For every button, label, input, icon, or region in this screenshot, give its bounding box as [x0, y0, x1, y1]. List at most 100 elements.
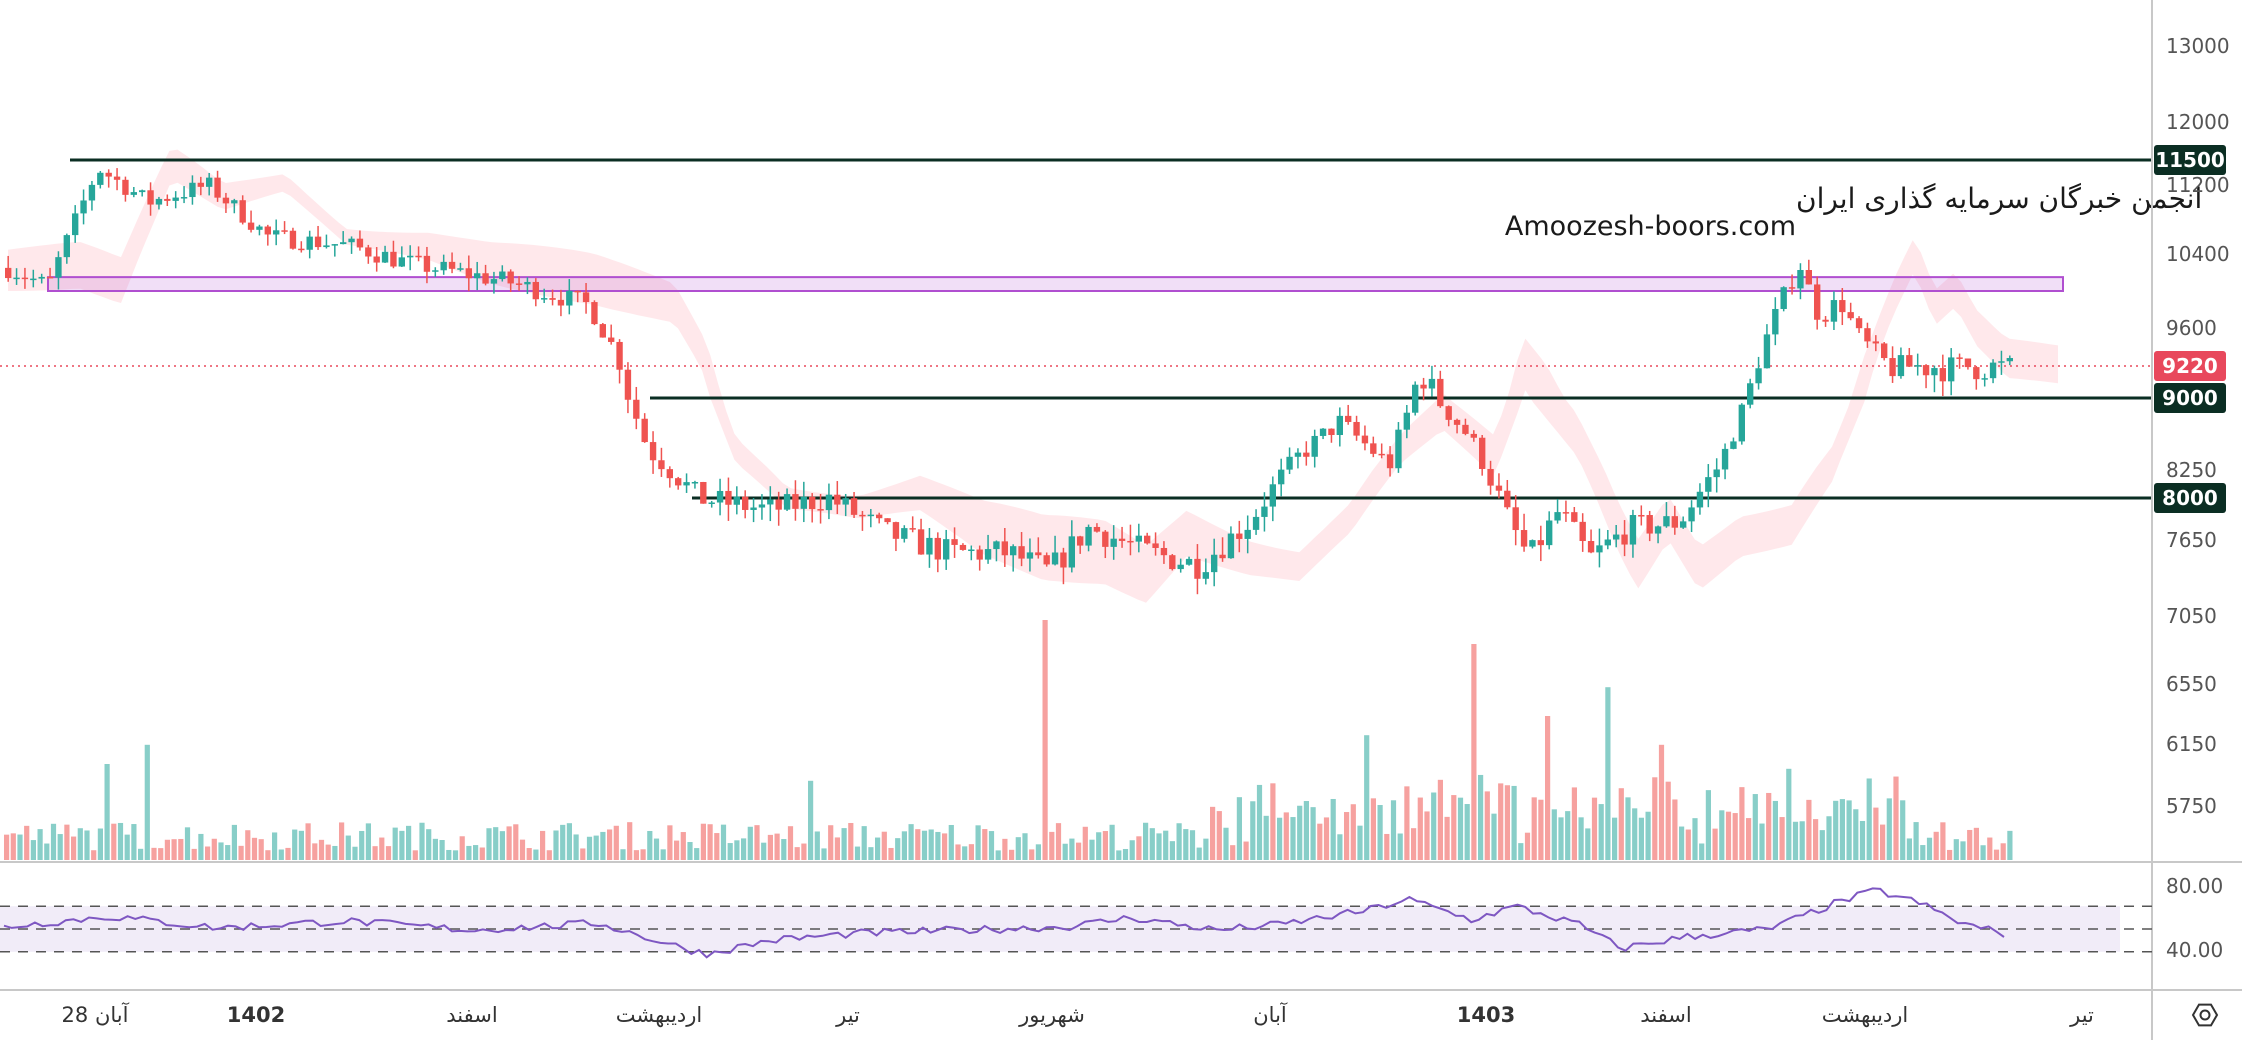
volume-bar: [653, 838, 660, 860]
volume-bar: [1323, 817, 1330, 860]
candle-body: [1855, 318, 1863, 329]
candle-body: [1294, 452, 1302, 457]
rsi-pane: 80.00 40.00: [0, 874, 2223, 962]
settings-icon[interactable]: [2191, 1003, 2219, 1027]
time-axis[interactable]: 28 آبان 1402 اسفند اردیبهشت تیر شهریور آبان 140…: [62, 1002, 2094, 1027]
volume-bar: [1089, 839, 1095, 860]
volume-bar: [251, 837, 258, 860]
volume-bar: [1772, 800, 1778, 860]
volume-bar: [1799, 821, 1805, 860]
volume-bar: [566, 823, 572, 860]
candle-body: [1462, 424, 1469, 434]
volume-bar: [1069, 838, 1075, 860]
price-tag: [2154, 383, 2226, 413]
candle-body: [716, 490, 724, 503]
volume-bar: [1189, 830, 1196, 860]
price-axis[interactable]: 13000 12000 11200 10400 9600 8250 7650 7050 6550…: [2166, 34, 2230, 818]
candle-body: [1026, 552, 1034, 559]
candle-body: [373, 256, 380, 263]
volume-bar: [761, 842, 767, 860]
candle-body: [1864, 328, 1871, 342]
volume-bar: [198, 833, 204, 860]
price-tag-label: 8000: [2162, 486, 2218, 510]
candle-body: [549, 298, 556, 300]
candle-body: [1068, 536, 1075, 568]
candle-body: [641, 418, 648, 443]
time-label: اردیبهشت: [616, 1003, 703, 1027]
candle-body: [1278, 469, 1285, 485]
volume-bar: [1277, 817, 1283, 860]
volume-bar: [1049, 831, 1055, 860]
candle-body: [557, 299, 565, 306]
candle-body: [1922, 365, 1930, 376]
volume-bar: [245, 830, 251, 860]
candle-body: [733, 496, 740, 505]
volume-bar: [1122, 848, 1129, 860]
volume-bar: [1196, 847, 1202, 860]
candle-body: [1303, 452, 1310, 457]
candle-body: [1554, 512, 1561, 521]
volume-bar: [553, 830, 559, 860]
candle-body: [1872, 341, 1879, 344]
volume-bar: [801, 843, 807, 860]
candle-body: [859, 514, 866, 517]
candle-body: [783, 494, 791, 510]
candle-body: [1964, 358, 1972, 368]
volume-bar: [1732, 813, 1738, 860]
volume-bar: [674, 840, 680, 860]
candlesticks: [5, 168, 2013, 595]
volume-bar: [1404, 786, 1410, 860]
volume-bar: [667, 825, 673, 860]
volume-bar: [345, 835, 351, 860]
volume-bar: [660, 849, 666, 860]
candle-body: [1479, 437, 1486, 469]
volume-bar: [968, 844, 974, 860]
volume-bar: [546, 850, 552, 860]
candle-body: [1328, 428, 1335, 436]
volume-bar: [459, 836, 465, 860]
volume-bar: [104, 764, 110, 860]
volume-bar: [747, 826, 753, 860]
volume-bar: [1230, 845, 1236, 860]
candle-body: [273, 230, 280, 235]
volume-bar: [446, 849, 452, 860]
volume-bar: [1411, 828, 1417, 860]
candle-body: [398, 257, 405, 267]
candle-body: [5, 267, 12, 279]
candle-body: [1956, 357, 1963, 359]
volume-bar: [854, 846, 861, 860]
volume-bar: [1558, 817, 1564, 860]
candle-body: [1805, 270, 1812, 285]
candle-body: [1973, 367, 1980, 380]
volume-bar: [385, 846, 392, 860]
time-label: 28 آبان: [62, 1002, 130, 1027]
cloud-band: [8, 149, 2058, 603]
volume-bar: [466, 845, 472, 860]
candle-body: [1370, 443, 1377, 454]
volume-bar: [513, 824, 519, 860]
candle-body: [926, 537, 933, 555]
candle-body: [97, 172, 104, 185]
volume-bar: [720, 824, 727, 860]
candle-body: [465, 268, 472, 279]
volume-bar: [1437, 779, 1443, 860]
candle-body: [1495, 485, 1503, 491]
volume-bar: [238, 845, 244, 860]
volume-bar: [1665, 781, 1671, 860]
candle-body: [1051, 552, 1059, 565]
volume-bar: [1618, 788, 1624, 860]
volume-bar: [1457, 797, 1464, 860]
volume-bar: [473, 845, 479, 860]
candle-body: [1035, 552, 1042, 556]
volume-bar: [828, 825, 834, 860]
volume-bar: [1920, 845, 1926, 860]
volume-bar: [1886, 798, 1892, 860]
candle-body: [1227, 533, 1235, 559]
candle-body: [30, 278, 37, 281]
candle-body: [448, 261, 456, 269]
price-tag: [2154, 351, 2226, 381]
candle-body: [1412, 384, 1419, 413]
volume-bar: [1364, 735, 1370, 860]
candle-body: [1093, 526, 1101, 532]
